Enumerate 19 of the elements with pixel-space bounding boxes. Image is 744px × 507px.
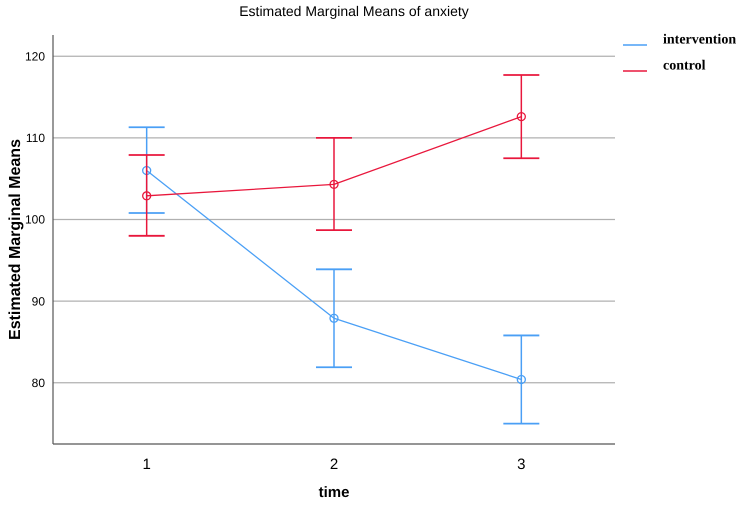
y-tick-label: 120 — [24, 49, 46, 64]
y-tick-label: 80 — [32, 376, 46, 390]
y-axis-title: Estimated Marginal Means — [7, 138, 24, 340]
point — [142, 166, 152, 176]
legend-label: control — [663, 58, 706, 74]
point — [142, 191, 152, 200]
chart-title: Estimated Marginal Means of anxiety — [239, 3, 469, 19]
x-tick-label: 1 — [142, 456, 151, 473]
x-tick-label: 2 — [330, 456, 338, 473]
legend-label: intervention — [663, 32, 736, 48]
point — [516, 374, 526, 384]
y-tick-label: 90 — [32, 294, 46, 308]
y-tick-label: 100 — [24, 212, 46, 227]
x-axis-title: time — [318, 484, 350, 501]
point — [329, 180, 339, 190]
x-tick-label: 3 — [517, 456, 526, 473]
point — [329, 314, 339, 323]
y-tick-label: 110 — [26, 131, 46, 146]
point — [516, 112, 526, 122]
